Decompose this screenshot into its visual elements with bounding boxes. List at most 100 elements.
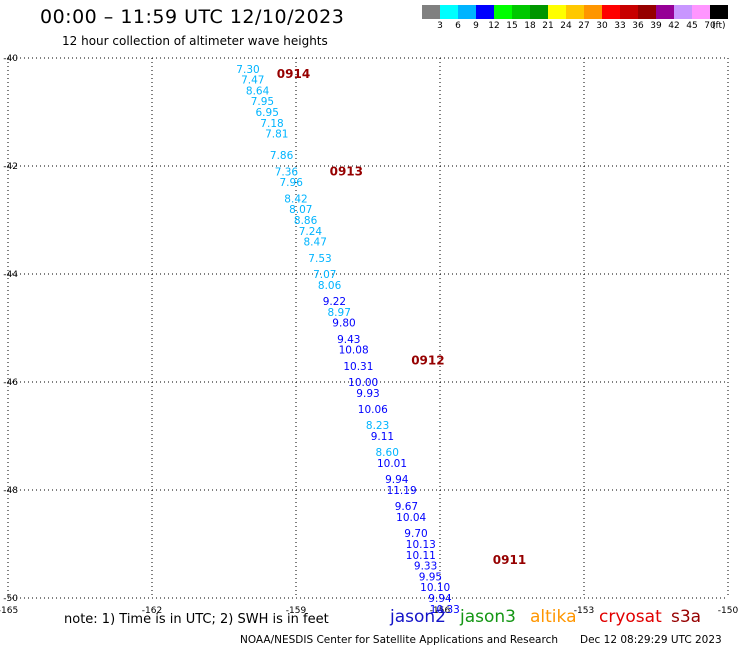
wave-height-value: 7.24 <box>299 226 323 238</box>
color-scale-tick: 42 <box>668 21 680 31</box>
color-scale-tick: 24 <box>560 21 572 31</box>
color-scale-bar <box>422 5 728 19</box>
legend-cryosat: cryosat <box>599 607 662 627</box>
color-scale-tick: 45 <box>686 21 698 31</box>
longitude-tick-label: -156 <box>430 606 451 616</box>
color-swatch <box>602 5 620 19</box>
legend-jason2: jason2 <box>390 607 446 627</box>
color-swatch <box>620 5 638 19</box>
color-swatch <box>458 5 476 19</box>
latitude-tick-label: -46 <box>3 378 18 388</box>
color-scale-tick: 70 <box>704 21 716 31</box>
color-swatch <box>548 5 566 19</box>
wave-height-value: 8.06 <box>318 280 342 292</box>
color-scale-tick: 18 <box>524 21 536 31</box>
longitude-tick-label: -165 <box>0 606 18 616</box>
pass-time-label: 0914 <box>277 67 310 81</box>
wave-height-value: 7.18 <box>260 118 283 130</box>
color-scale-tick: 12 <box>488 21 500 31</box>
wave-height-value: 9.11 <box>371 431 394 443</box>
color-swatch <box>656 5 674 19</box>
wave-height-value: 11.19 <box>387 485 417 497</box>
color-scale-tick: 33 <box>614 21 626 31</box>
latitude-tick-label: -44 <box>3 270 18 280</box>
color-swatch <box>440 5 458 19</box>
wave-height-value: 7.07 <box>313 269 336 281</box>
wave-height-value: 8.97 <box>328 307 351 319</box>
pass-time-label: 0912 <box>411 353 444 367</box>
wave-height-value: 9.94 <box>428 593 452 605</box>
color-scale-tick: 27 <box>578 21 590 31</box>
wave-height-value: 9.43 <box>337 334 360 346</box>
color-swatch <box>692 5 710 19</box>
wave-height-value: 9.93 <box>356 388 379 400</box>
wave-height-value: 7.36 <box>275 166 299 178</box>
color-swatch <box>710 5 728 19</box>
legend-jason3: jason3 <box>460 607 516 627</box>
pass-time-label: 0913 <box>330 164 363 178</box>
latitude-tick-label: -50 <box>3 594 18 604</box>
color-swatch <box>476 5 494 19</box>
page-title: 00:00 – 11:59 UTC 12/10/2023 <box>40 6 345 28</box>
wave-height-value: 10.06 <box>358 404 388 416</box>
latitude-tick-label: -42 <box>3 162 18 172</box>
color-scale-tick: 39 <box>650 21 662 31</box>
longitude-tick-label: -153 <box>574 606 594 616</box>
wave-height-value: 8.42 <box>284 193 307 205</box>
wave-height-value: 10.01 <box>377 458 407 470</box>
wave-height-value: 7.86 <box>270 150 294 162</box>
credit-text: NOAA/NESDIS Center for Satellite Applica… <box>240 634 558 646</box>
wave-height-value: 9.95 <box>419 571 442 583</box>
wave-height-value: 10.31 <box>343 361 373 373</box>
wave-height-value: 7.53 <box>308 253 331 265</box>
color-swatch <box>638 5 656 19</box>
wave-height-value: 10.33 <box>430 604 460 616</box>
latitude-tick-label: -48 <box>3 486 18 496</box>
wave-height-value: 10.04 <box>396 512 426 524</box>
color-scale-unit: (ft) <box>712 21 726 31</box>
wave-height-value: 8.47 <box>304 237 327 249</box>
color-swatch <box>566 5 584 19</box>
wave-height-value: 8.23 <box>366 420 389 432</box>
color-scale-tick: 3 <box>437 21 443 31</box>
color-swatch <box>584 5 602 19</box>
wave-height-value: 10.08 <box>339 345 369 357</box>
wave-height-value: 7.30 <box>236 64 259 76</box>
longitude-tick-label: -150 <box>718 606 739 616</box>
color-scale-tick: 6 <box>455 21 461 31</box>
longitude-tick-label: -162 <box>142 606 162 616</box>
wave-height-value: 7.95 <box>251 96 274 108</box>
wave-height-value: 10.10 <box>420 582 450 594</box>
wave-height-value: 7.96 <box>280 177 304 189</box>
wave-height-value: 9.33 <box>414 561 437 573</box>
pass-time-label: 0911 <box>493 553 526 567</box>
color-scale-tick: 36 <box>632 21 644 31</box>
units-note: note: 1) Time is in UTC; 2) SWH is in fe… <box>64 612 329 627</box>
wave-height-value: 9.22 <box>323 296 346 308</box>
wave-height-value: 7.47 <box>241 75 264 87</box>
wave-height-value: 8.07 <box>289 204 312 216</box>
color-scale-tick: 30 <box>596 21 608 31</box>
wave-height-value: 10.11 <box>406 550 436 562</box>
wave-height-value: 9.67 <box>395 501 418 513</box>
color-scale-tick: 21 <box>542 21 554 31</box>
color-swatch <box>422 5 440 19</box>
wave-height-value: 9.80 <box>332 318 355 330</box>
wave-height-value: 8.64 <box>246 85 270 97</box>
color-scale-tick: 9 <box>473 21 479 31</box>
wave-height-value: 8.86 <box>294 215 318 227</box>
latitude-tick-label: -40 <box>3 54 18 64</box>
page-subtitle: 12 hour collection of altimeter wave hei… <box>62 34 328 48</box>
wave-height-value: 10.00 <box>348 377 378 389</box>
color-swatch <box>494 5 512 19</box>
generated-timestamp: Dec 12 08:29:29 UTC 2023 <box>580 634 722 646</box>
wave-height-value: 6.95 <box>256 107 279 119</box>
wave-height-value: 9.70 <box>404 528 427 540</box>
wave-height-value: 7.81 <box>265 129 288 141</box>
color-swatch <box>530 5 548 19</box>
legend-s3a: s3a <box>671 607 702 627</box>
wave-height-value: 8.60 <box>376 447 399 459</box>
longitude-tick-label: -159 <box>286 606 307 616</box>
legend-altika: altika <box>530 607 577 627</box>
